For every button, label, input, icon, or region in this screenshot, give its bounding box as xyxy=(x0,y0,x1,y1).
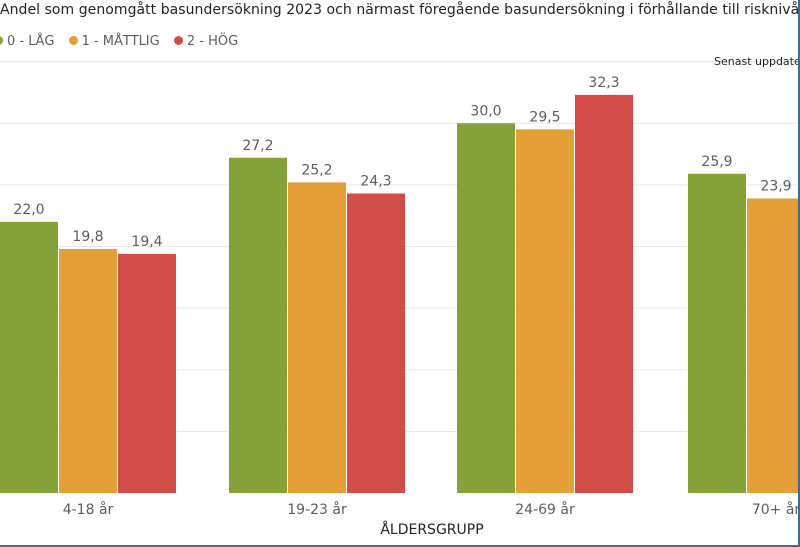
x-tick-label: 70+ år xyxy=(752,501,800,518)
legend-label: 0 - LÅG xyxy=(7,34,55,49)
legend-marker-dot xyxy=(0,36,3,45)
legend-marker-dot xyxy=(68,36,78,45)
legend: 0 - LÅG 1 - MÅTTLIG 2 - HÖG xyxy=(0,34,248,49)
data-label: 30,0 xyxy=(470,103,501,119)
x-tick-labels: 4-18 år 19-23 år 24-69 år 70+ år xyxy=(63,501,800,518)
data-label: 25,2 xyxy=(301,162,332,178)
bar[interactable] xyxy=(229,157,287,493)
data-label: 25,9 xyxy=(701,154,732,170)
bar[interactable] xyxy=(575,94,633,493)
data-label: 24,3 xyxy=(360,174,391,190)
bar[interactable] xyxy=(516,129,574,493)
legend-marker-dot xyxy=(173,36,183,45)
data-label: 19,8 xyxy=(72,229,103,245)
x-tick-label: 19-23 år xyxy=(287,501,347,518)
legend-label: 2 - HÖG xyxy=(186,34,239,49)
data-label: 23,9 xyxy=(760,178,791,194)
data-label: 27,2 xyxy=(242,138,273,154)
legend-item-high[interactable]: 2 - HÖG xyxy=(173,34,239,49)
x-tick-label: 24-69 år xyxy=(515,501,575,518)
x-axis-title: ÅLDERSGRUPP xyxy=(380,521,483,538)
bar[interactable] xyxy=(688,173,746,493)
data-label: 32,3 xyxy=(588,75,619,91)
x-tick-label: 4-18 år xyxy=(63,501,114,518)
bar[interactable] xyxy=(347,193,405,493)
bars xyxy=(0,94,800,493)
legend-item-moderate[interactable]: 1 - MÅTTLIG xyxy=(68,34,160,49)
bar[interactable] xyxy=(59,248,117,493)
data-label: 29,5 xyxy=(529,109,560,125)
data-label: 22,0 xyxy=(13,202,44,218)
chart-title: Andel som genomgått basundersökning 2023… xyxy=(0,2,800,18)
bar[interactable] xyxy=(0,221,58,493)
data-label: 19,4 xyxy=(131,234,162,250)
bar[interactable] xyxy=(288,182,346,493)
legend-label: 1 - MÅTTLIG xyxy=(81,34,160,49)
last-updated-note: Senast uppdaterad xyxy=(714,55,800,68)
bar[interactable] xyxy=(457,123,515,493)
bar[interactable] xyxy=(118,253,176,493)
legend-item-low[interactable]: 0 - LÅG xyxy=(0,34,54,49)
bar[interactable] xyxy=(747,198,800,493)
data-labels: 22,0 27,2 30,0 25,9 19,8 25,2 29,5 23,9 19,4 24,3… xyxy=(13,75,791,250)
